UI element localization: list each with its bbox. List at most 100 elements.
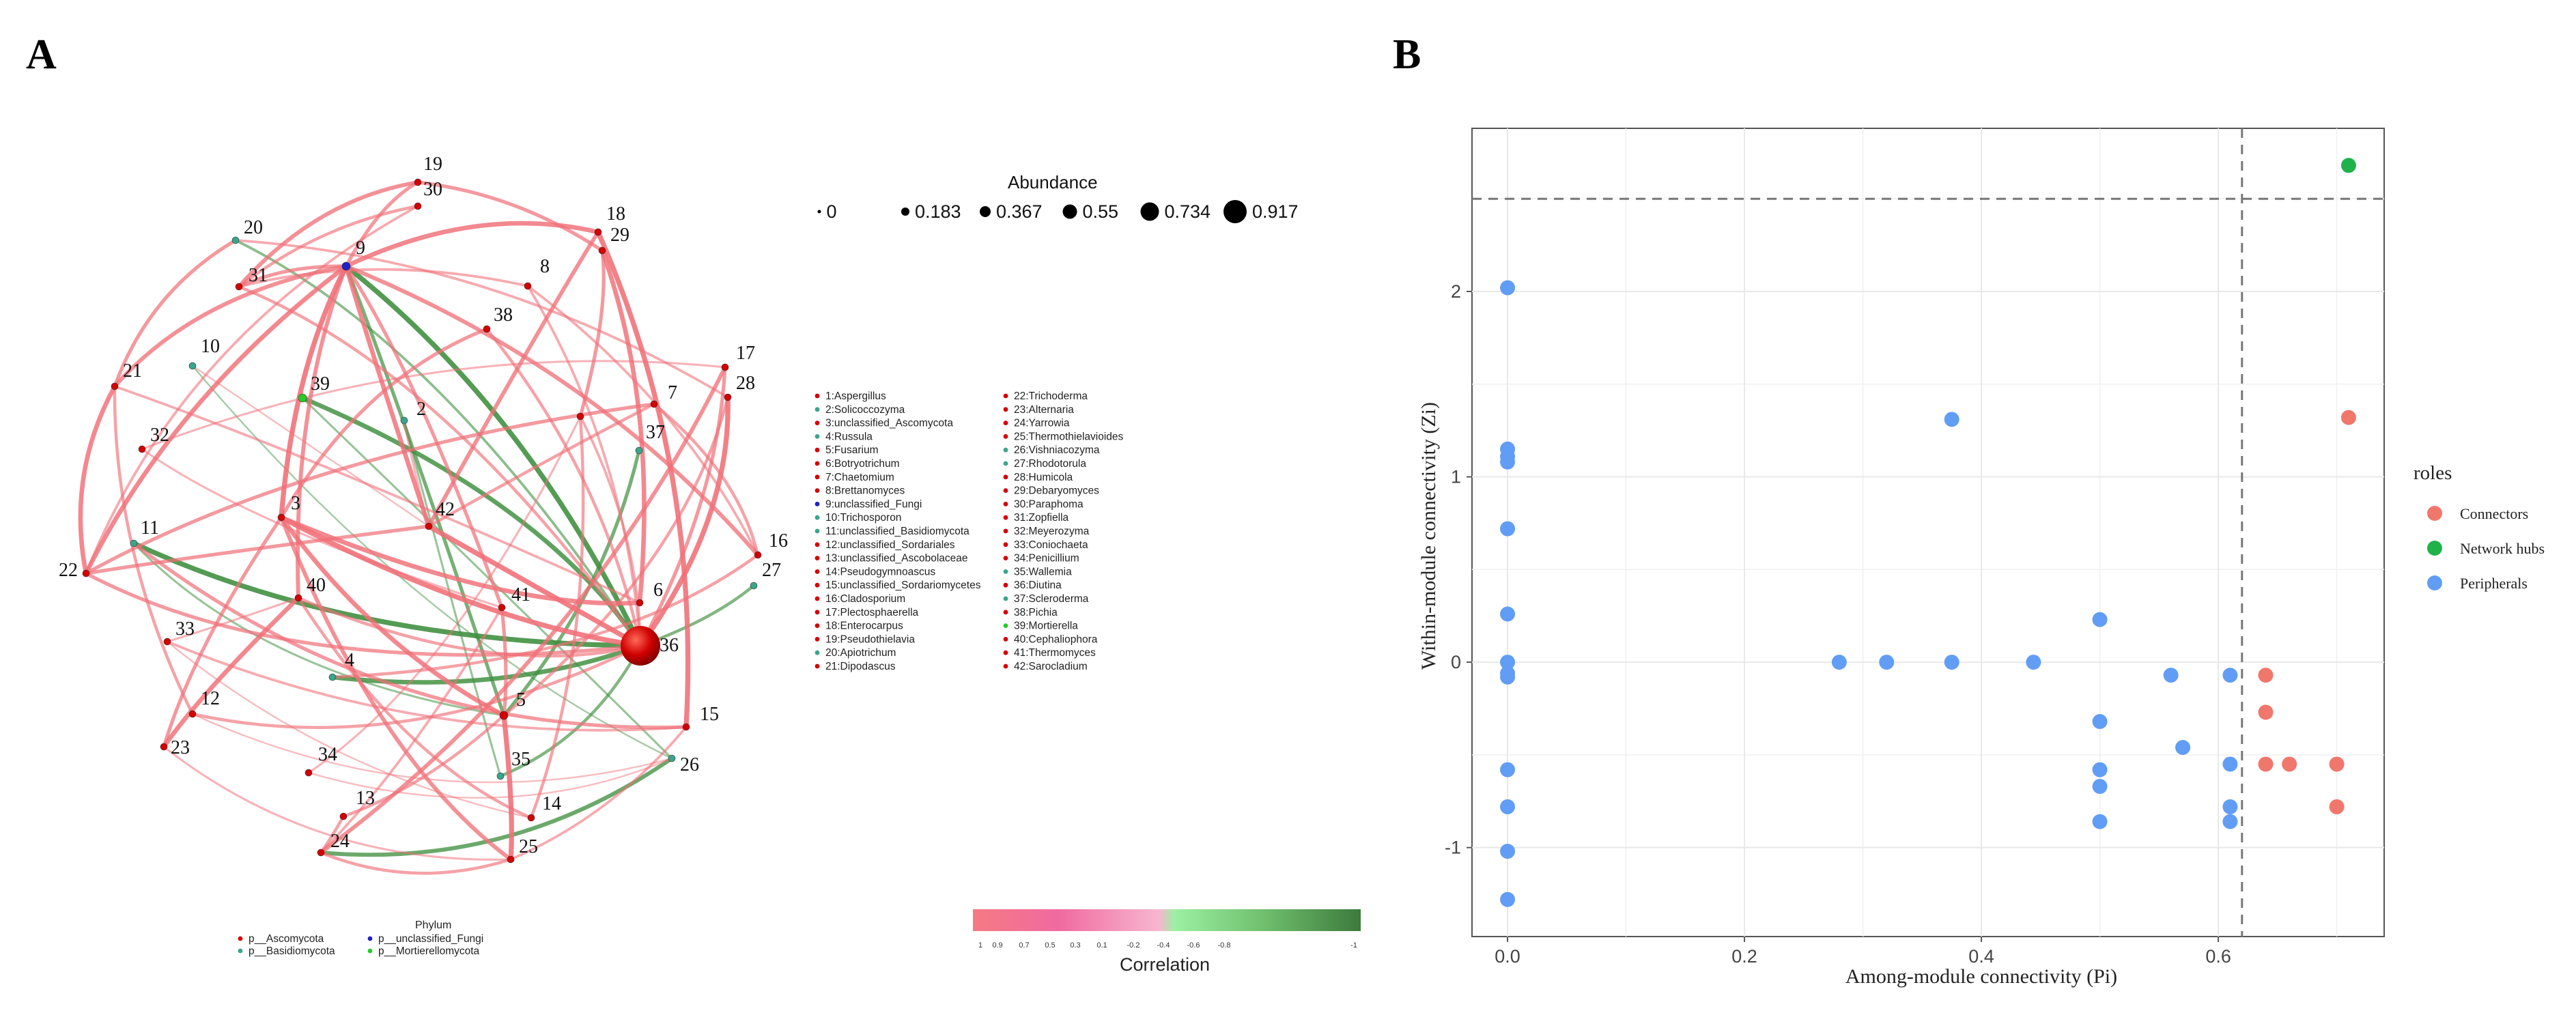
taxa-legend-dot	[815, 515, 820, 520]
network-node-label: 37	[646, 422, 665, 443]
phylum-legend-label: p__unclassified_Fungi	[378, 933, 483, 945]
network-edge	[279, 515, 507, 718]
network-node	[235, 283, 243, 291]
correlation-ticks: 1 0.9 0.7 0.5 0.3 0.1 -0.2 -0.4 -0.6 -0.8 -1	[978, 941, 1357, 950]
taxa-legend-label: 24:Yarrowia	[1014, 418, 1070, 429]
network-edge	[427, 402, 656, 528]
network-edge	[237, 180, 420, 289]
taxa-legend-label: 7:Chaetomium	[825, 472, 894, 483]
point-connectors	[2329, 756, 2345, 772]
taxa-legend-label: 1:Aspergillus	[825, 390, 886, 402]
network-node-label: 26	[680, 754, 699, 775]
network-edge	[162, 515, 283, 749]
taxa-legend-label: 8:Brettanomyces	[825, 485, 905, 497]
taxa-legend-label: 38:Pichia	[1014, 607, 1058, 618]
taxa-legend-dot	[815, 664, 820, 669]
network-edge	[502, 395, 730, 717]
taxa-legend-label: 21:Dipodascus	[825, 661, 896, 672]
taxa-legend-label: 27:Rhodotorula	[1014, 458, 1086, 470]
network-node-label: 7	[668, 382, 677, 403]
network-node	[231, 236, 240, 244]
taxa-legend-dot	[815, 650, 820, 655]
network-nodes	[82, 178, 762, 864]
network-node	[754, 551, 762, 559]
network-node	[328, 673, 337, 681]
abundance-legend-dot	[980, 206, 991, 217]
network-node	[635, 446, 643, 455]
abundance-legend-dot	[1062, 204, 1077, 219]
point-peripherals	[1500, 669, 1516, 685]
network-node-label: 22	[59, 560, 78, 581]
abundance-legend-label: 0.55	[1083, 201, 1119, 222]
taxa-legend-dot	[815, 556, 820, 560]
network-node-label: 3	[291, 493, 300, 514]
correlation-colorbar	[973, 909, 1361, 931]
network-node-label: 28	[736, 373, 755, 394]
plot-area	[1471, 128, 2385, 937]
network-node-label: 35	[511, 749, 530, 770]
abundance-legend: Abundance 0 0.183 0.367 0.55 0.734 0.917	[817, 172, 1299, 223]
network-node-label: 25	[519, 836, 538, 857]
taxa-legend-label: 16:Cladosporium	[825, 593, 905, 605]
network-edge	[307, 415, 582, 774]
network-node-label: 42	[436, 499, 455, 520]
taxa-legend-label: 5:Fusarium	[825, 444, 879, 456]
network-node-label: 6	[653, 580, 663, 601]
network-edge	[279, 263, 349, 520]
point-peripherals	[2092, 762, 2108, 777]
network-edge	[319, 851, 513, 875]
abundance-legend-dot	[1140, 202, 1159, 221]
taxa-legend-dot	[815, 528, 820, 534]
point-peripherals	[1500, 454, 1516, 470]
phylum-legend-label: p__Ascomycota	[249, 933, 324, 945]
network-edge	[638, 365, 727, 648]
point-peripherals	[2222, 799, 2238, 814]
roles-legend: roles Connectors Network hubs Peripherals	[2414, 462, 2545, 592]
taxa-legend-label: 30:Paraphoma	[1014, 498, 1084, 510]
network-edge	[485, 327, 642, 648]
network-node-label: 8	[540, 256, 550, 277]
network-node-label: 15	[700, 704, 719, 725]
roles-legend-label: Connectors	[2460, 505, 2528, 522]
network-node	[400, 416, 408, 425]
network-edge	[595, 229, 691, 730]
x-tick-label: 0.6	[2205, 946, 2231, 967]
network-node-label: 24	[330, 831, 350, 852]
correlation-tick: -0.4	[1157, 941, 1170, 950]
abundance-legend-dot	[901, 208, 909, 216]
network-node	[668, 754, 676, 762]
network-edge	[234, 239, 729, 399]
taxa-legend-label: 6:Botryotrichum	[825, 458, 900, 470]
roles-legend-dot	[2427, 575, 2442, 590]
network-edge	[132, 542, 505, 717]
network-edge	[526, 285, 642, 647]
correlation-tick: 0.7	[1019, 941, 1029, 950]
network-node-label: 27	[762, 560, 781, 581]
phylum-legend-title: Phylum	[415, 919, 451, 931]
abundance-legend-label: 0.367	[996, 201, 1043, 222]
point-peripherals	[2092, 779, 2108, 795]
taxa-legend-label: 13:unclassified_Ascobolaceae	[825, 553, 968, 565]
taxa-legend-dot	[1003, 582, 1008, 588]
network-edge	[141, 448, 503, 609]
network-node-label: 23	[171, 737, 190, 758]
network-node	[636, 599, 644, 607]
taxa-legend-label: 36:Diutina	[1014, 580, 1062, 591]
point-peripherals	[1500, 655, 1516, 670]
abundance-legend-label: 0.917	[1252, 201, 1299, 222]
threshold-lines	[1472, 128, 2384, 937]
taxa-legend-label: 2:Solicoccozyma	[825, 404, 905, 416]
roles-legend-dot	[2427, 506, 2442, 521]
phylum-legend-dot	[367, 948, 373, 954]
point-peripherals	[2026, 655, 2041, 670]
point-peripherals	[1500, 799, 1516, 814]
network-node	[576, 412, 584, 420]
y-tick-label: 1	[1451, 467, 1461, 487]
taxa-legend-dot	[1003, 637, 1008, 642]
network-edge	[166, 640, 533, 819]
taxa-legend-label: 26:Vishniacozyma	[1014, 444, 1100, 456]
point-peripherals	[1831, 655, 1847, 670]
phylum-legend-label: p__Basidiomycota	[249, 945, 335, 957]
correlation-tick: -1	[1350, 941, 1357, 950]
taxa-legend-label: 22:Trichoderma	[1014, 390, 1088, 402]
